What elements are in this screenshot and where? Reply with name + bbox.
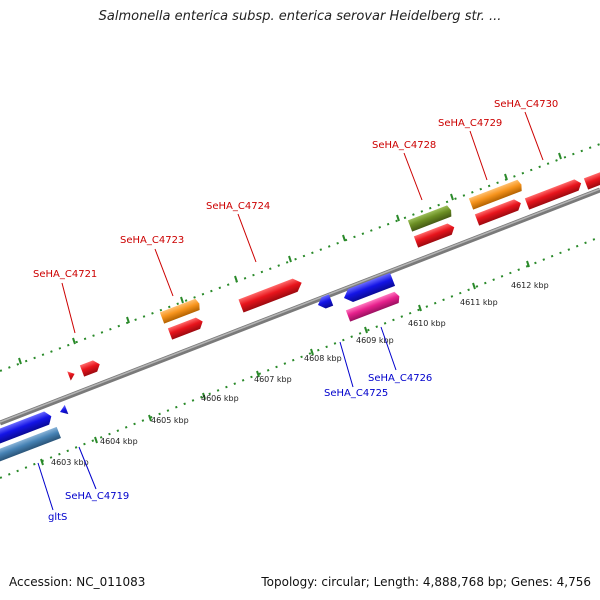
gene-labels: SeHA_C4721 SeHA_C4723 SeHA_C4724 SeHA_C4… xyxy=(33,99,558,523)
genome-info-text: Topology: circular; Length: 4,888,768 bp… xyxy=(261,575,591,589)
gene-feature[interactable] xyxy=(167,316,205,340)
kbp-label: 4603 kbp xyxy=(51,458,89,467)
lower-major-ticks xyxy=(40,260,530,466)
gene-feature[interactable] xyxy=(413,222,457,248)
gene-label: SeHA_C4723 xyxy=(120,235,184,246)
gene-label: SeHA_C4724 xyxy=(206,201,270,212)
gene-feature[interactable] xyxy=(58,404,69,417)
kbp-label: 4612 kbp xyxy=(511,281,549,290)
gene-feature[interactable] xyxy=(524,178,583,210)
kbp-label: 4610 kbp xyxy=(408,319,446,328)
gene-label: SeHA_C4729 xyxy=(438,118,502,129)
gene-label: SeHA_C4730 xyxy=(494,99,558,110)
gene-label: gltS xyxy=(48,512,67,523)
gene-label: SeHA_C4728 xyxy=(372,140,436,151)
kbp-labels: 4603 kbp 4604 kbp 4605 kbp 4606 kbp 4607… xyxy=(51,281,549,467)
kbp-label: 4605 kbp xyxy=(151,416,189,425)
gene-feature[interactable] xyxy=(583,171,600,190)
gene-feature[interactable] xyxy=(474,198,523,226)
gene-feature[interactable] xyxy=(468,179,524,210)
upper-tick-track xyxy=(0,143,600,372)
kbp-label: 4606 kbp xyxy=(201,394,239,403)
lower-label-leaders xyxy=(37,326,397,511)
gene-feature[interactable] xyxy=(79,359,102,377)
gene-feature[interactable] xyxy=(159,298,202,324)
gene-label: SeHA_C4725 xyxy=(324,388,388,399)
map-title: Salmonella enterica subsp. enterica sero… xyxy=(98,9,502,24)
kbp-label: 4609 kbp xyxy=(356,336,394,345)
accession-text: Accession: NC_011083 xyxy=(9,575,146,589)
kbp-label: 4607 kbp xyxy=(254,375,292,384)
upper-label-leaders xyxy=(61,111,544,334)
gene-label: SeHA_C4726 xyxy=(368,373,432,384)
gene-label: SeHA_C4719 xyxy=(65,491,129,502)
kbp-label: 4604 kbp xyxy=(100,437,138,446)
genome-backbone-highlight xyxy=(0,188,600,423)
gene-feature[interactable] xyxy=(0,426,61,465)
forward-strand-genes xyxy=(67,171,600,381)
gene-feature[interactable] xyxy=(341,272,396,305)
gene-feature[interactable] xyxy=(345,291,402,322)
gene-feature[interactable] xyxy=(0,410,54,447)
kbp-label: 4611 kbp xyxy=(460,298,498,307)
gene-feature[interactable] xyxy=(67,369,76,381)
gene-feature[interactable] xyxy=(238,276,304,313)
kbp-label: 4608 kbp xyxy=(304,354,342,363)
reverse-strand-genes xyxy=(0,272,402,465)
gene-feature[interactable] xyxy=(316,294,334,310)
gene-label: SeHA_C4721 xyxy=(33,269,97,280)
gene-feature[interactable] xyxy=(407,205,453,232)
upper-major-ticks xyxy=(18,152,562,365)
genome-backbone xyxy=(0,187,600,426)
